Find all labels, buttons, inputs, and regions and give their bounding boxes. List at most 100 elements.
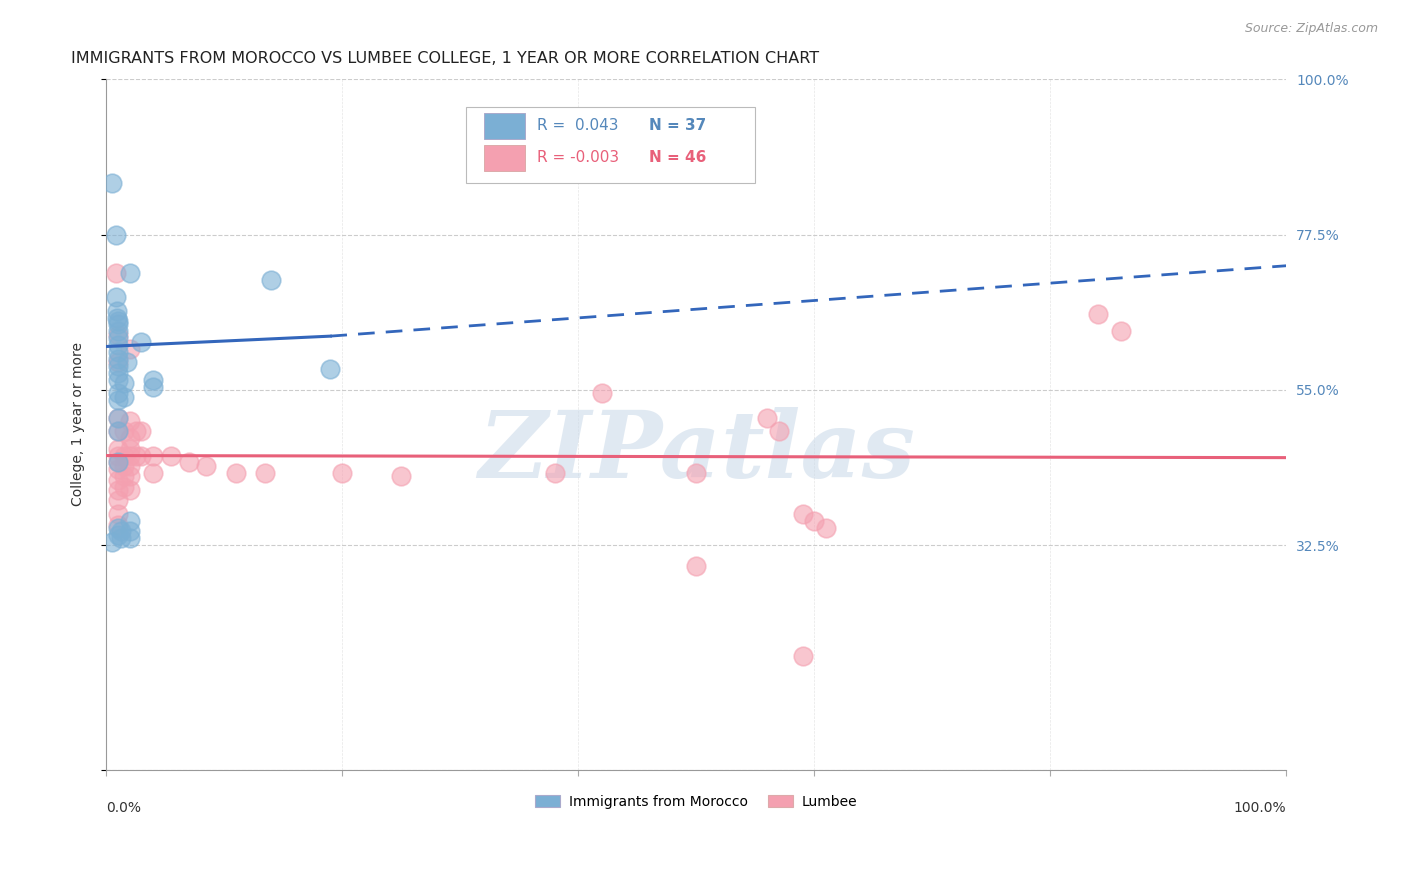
Text: N = 37: N = 37: [650, 118, 706, 133]
Point: [803, 514, 825, 528]
Point: [131, 334, 153, 349]
Point: [118, 524, 141, 539]
Point: [768, 425, 790, 439]
Point: [104, 290, 127, 304]
Point: [118, 266, 141, 280]
Point: [104, 227, 127, 242]
Point: [118, 458, 141, 473]
Text: R = -0.003: R = -0.003: [537, 150, 619, 165]
Point: [792, 508, 814, 522]
Point: [110, 524, 132, 539]
Point: [107, 442, 129, 456]
Point: [112, 480, 135, 494]
Point: [107, 393, 129, 408]
Point: [330, 466, 353, 480]
Text: N = 46: N = 46: [650, 150, 706, 165]
Point: [160, 449, 183, 463]
Point: [107, 410, 129, 425]
Point: [792, 648, 814, 663]
Point: [107, 366, 129, 380]
Point: [107, 528, 129, 542]
Point: [118, 483, 141, 497]
Point: [107, 425, 129, 439]
Point: [177, 455, 200, 469]
Point: [112, 469, 135, 483]
Y-axis label: College, 1 year or more: College, 1 year or more: [72, 343, 86, 507]
Point: [118, 469, 141, 483]
Text: ZIPatlas: ZIPatlas: [478, 407, 915, 497]
Point: [142, 466, 165, 480]
Point: [1109, 324, 1132, 338]
Point: [107, 483, 129, 497]
Point: [1087, 307, 1109, 321]
Point: [101, 176, 124, 190]
Point: [110, 532, 132, 546]
Point: [118, 442, 141, 456]
Point: [107, 493, 129, 508]
Text: 100.0%: 100.0%: [1234, 801, 1286, 814]
Point: [112, 458, 135, 473]
Text: IMMIGRANTS FROM MOROCCO VS LUMBEE COLLEGE, 1 YEAR OR MORE CORRELATION CHART: IMMIGRANTS FROM MOROCCO VS LUMBEE COLLEG…: [70, 51, 818, 66]
Point: [118, 514, 141, 528]
Point: [107, 314, 129, 328]
Point: [756, 410, 779, 425]
Point: [107, 410, 129, 425]
Point: [543, 466, 565, 480]
Point: [118, 414, 141, 428]
Point: [101, 534, 124, 549]
Point: [104, 266, 127, 280]
Point: [591, 386, 613, 401]
Point: [118, 532, 141, 546]
Point: [107, 473, 129, 487]
Point: [118, 342, 141, 356]
Point: [107, 338, 129, 352]
Point: [124, 449, 146, 463]
Point: [254, 466, 277, 480]
Point: [107, 318, 129, 332]
Point: [107, 355, 129, 369]
Point: [131, 449, 153, 463]
Point: [131, 425, 153, 439]
Bar: [484, 145, 524, 171]
Point: [107, 425, 129, 439]
Point: [107, 331, 129, 345]
FancyBboxPatch shape: [467, 107, 755, 183]
Point: [105, 303, 128, 318]
Point: [107, 508, 129, 522]
Point: [107, 449, 129, 463]
Point: [142, 379, 165, 393]
Point: [105, 310, 128, 325]
Point: [389, 469, 412, 483]
Point: [107, 345, 129, 359]
Point: [117, 355, 139, 369]
Point: [815, 521, 838, 535]
Point: [225, 466, 247, 480]
Point: [112, 390, 135, 404]
Point: [142, 373, 165, 387]
Point: [142, 449, 165, 463]
Point: [107, 351, 129, 366]
Text: Source: ZipAtlas.com: Source: ZipAtlas.com: [1244, 22, 1378, 36]
Point: [260, 272, 283, 286]
Point: [107, 324, 129, 338]
Point: [195, 458, 218, 473]
Point: [112, 425, 135, 439]
Point: [124, 425, 146, 439]
Point: [107, 455, 129, 469]
Point: [107, 462, 129, 476]
Point: [107, 521, 129, 535]
Point: [112, 376, 135, 390]
Point: [118, 431, 141, 445]
Bar: [484, 113, 524, 139]
Legend: Immigrants from Morocco, Lumbee: Immigrants from Morocco, Lumbee: [530, 789, 863, 814]
Point: [107, 359, 129, 373]
Point: [319, 362, 342, 376]
Point: [685, 559, 707, 574]
Point: [107, 386, 129, 401]
Text: R =  0.043: R = 0.043: [537, 118, 619, 133]
Point: [107, 455, 129, 469]
Text: 0.0%: 0.0%: [105, 801, 141, 814]
Point: [107, 327, 129, 342]
Point: [685, 466, 707, 480]
Point: [112, 449, 135, 463]
